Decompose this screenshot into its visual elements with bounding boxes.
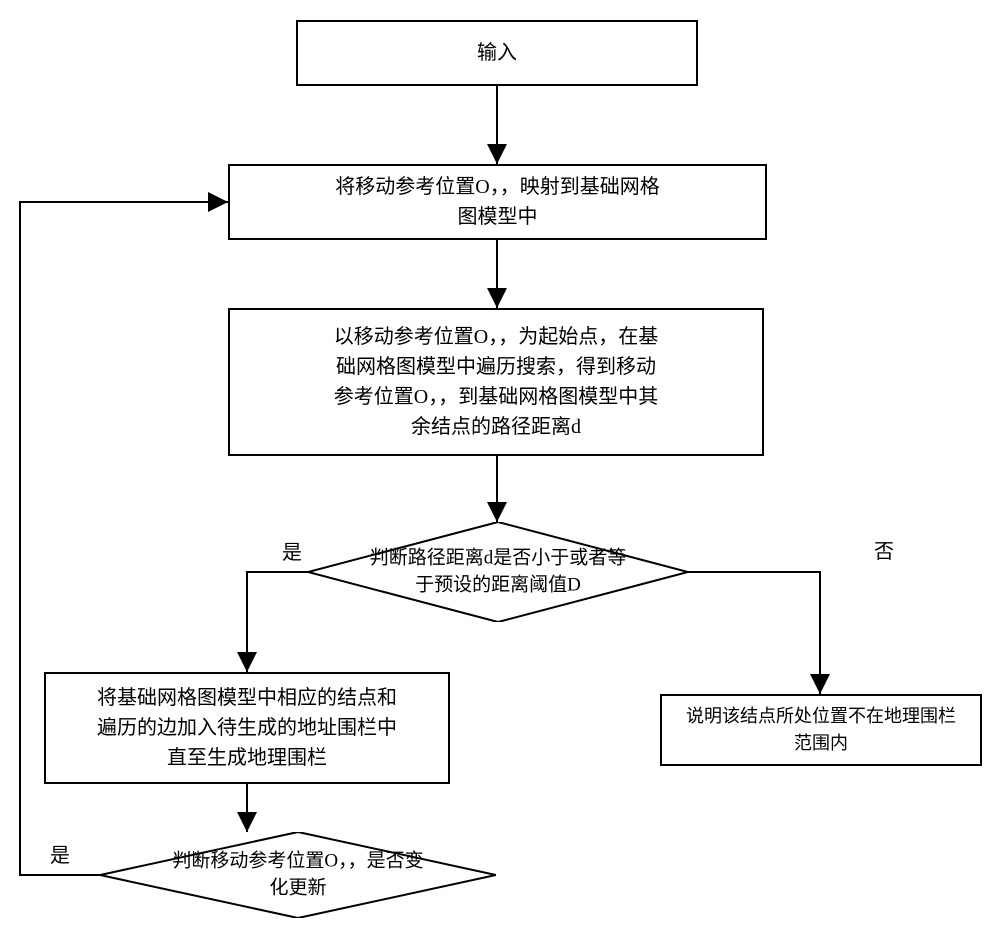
flow-node-input: 输入 [296,20,698,86]
node-text: 将移动参考位置O，，映射到基础网格图模型中 [335,172,659,232]
node-text: 输入 [477,38,517,68]
flow-node-add-fence: 将基础网格图模型中相应的结点和遍历的边加入待生成的地址围栏中直至生成地理围栏 [44,672,450,784]
node-text: 判断移动参考位置O，，是否变化更新 [140,848,457,901]
flow-node-traverse: 以移动参考位置O，，为起始点，在基础网格图模型中遍历搜索，得到移动参考位置O，，… [228,308,764,456]
node-text: 判断路径距离d是否小于或者等于预设的距离阈值D [346,545,650,598]
node-text: 以移动参考位置O，，为起始点，在基础网格图模型中遍历搜索，得到移动参考位置O，，… [334,322,658,442]
flow-node-not-in-fence: 说明该结点所处位置不在地理围栏范围内 [660,694,982,766]
edge-label-yes-2: 是 [46,839,74,868]
flow-node-map: 将移动参考位置O，，映射到基础网格图模型中 [228,164,767,240]
flow-decision-distance: 判断路径距离d是否小于或者等于预设的距离阈值D [308,522,688,622]
node-text: 说明该结点所处位置不在地理围栏范围内 [686,703,956,757]
flow-decision-update: 判断移动参考位置O，，是否变化更新 [100,832,496,918]
node-text: 将基础网格图模型中相应的结点和遍历的边加入待生成的地址围栏中直至生成地理围栏 [97,683,397,773]
edge-label-no: 否 [870,535,898,564]
edge-label-yes-1: 是 [278,536,306,565]
flow-edges [0,0,1000,938]
